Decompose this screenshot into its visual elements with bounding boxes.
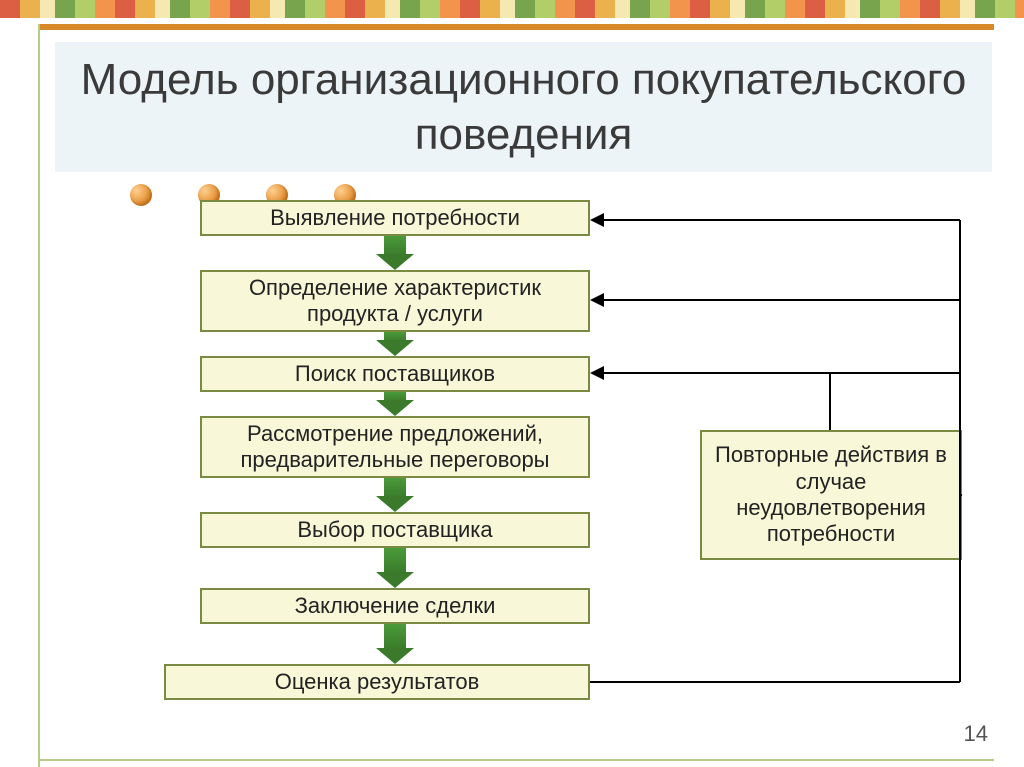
flow-step-b3: Поиск поставщиков <box>200 356 590 392</box>
flow-step-b1: Выявление потребности <box>200 200 590 236</box>
arrow-left-icon <box>590 366 604 380</box>
feedback-join-hline <box>830 372 960 374</box>
arrow-left-icon <box>590 213 604 227</box>
arrow-down-icon <box>384 332 406 342</box>
feedback-to-box-hline <box>960 494 962 496</box>
flow-step-b5: Выбор поставщика <box>200 512 590 548</box>
arrow-down-icon <box>384 624 406 650</box>
feedback-return-hline <box>604 219 960 221</box>
flow-step-b2: Определение характеристик продукта / усл… <box>200 270 590 332</box>
slide-title: Модель организационного покупательского … <box>55 52 992 162</box>
feedback-box-up-vline <box>829 373 831 430</box>
feedback-return-hline <box>604 299 960 301</box>
slide-title-block: Модель организационного покупательского … <box>55 42 992 172</box>
feedback-bus-vline <box>959 220 961 682</box>
arrow-down-icon <box>384 392 406 402</box>
decorative-divider <box>38 24 994 30</box>
flow-step-b7: Оценка результатов <box>164 664 590 700</box>
decorative-side-line <box>38 24 40 767</box>
feedback-box: Повторные действия в случае неудовлетвор… <box>700 430 962 560</box>
flow-step-b6: Заключение сделки <box>200 588 590 624</box>
arrow-down-icon <box>384 478 406 498</box>
arrow-down-icon <box>384 236 406 256</box>
decorative-top-strip <box>0 0 1024 18</box>
page-number: 14 <box>964 721 988 747</box>
feedback-out-line <box>590 681 960 683</box>
arrow-down-icon <box>384 548 406 574</box>
decorative-bottom-line <box>38 759 994 761</box>
dot-icon <box>130 184 152 206</box>
arrow-left-icon <box>590 293 604 307</box>
flow-step-b4: Рассмотрение предложений, предварительны… <box>200 416 590 478</box>
